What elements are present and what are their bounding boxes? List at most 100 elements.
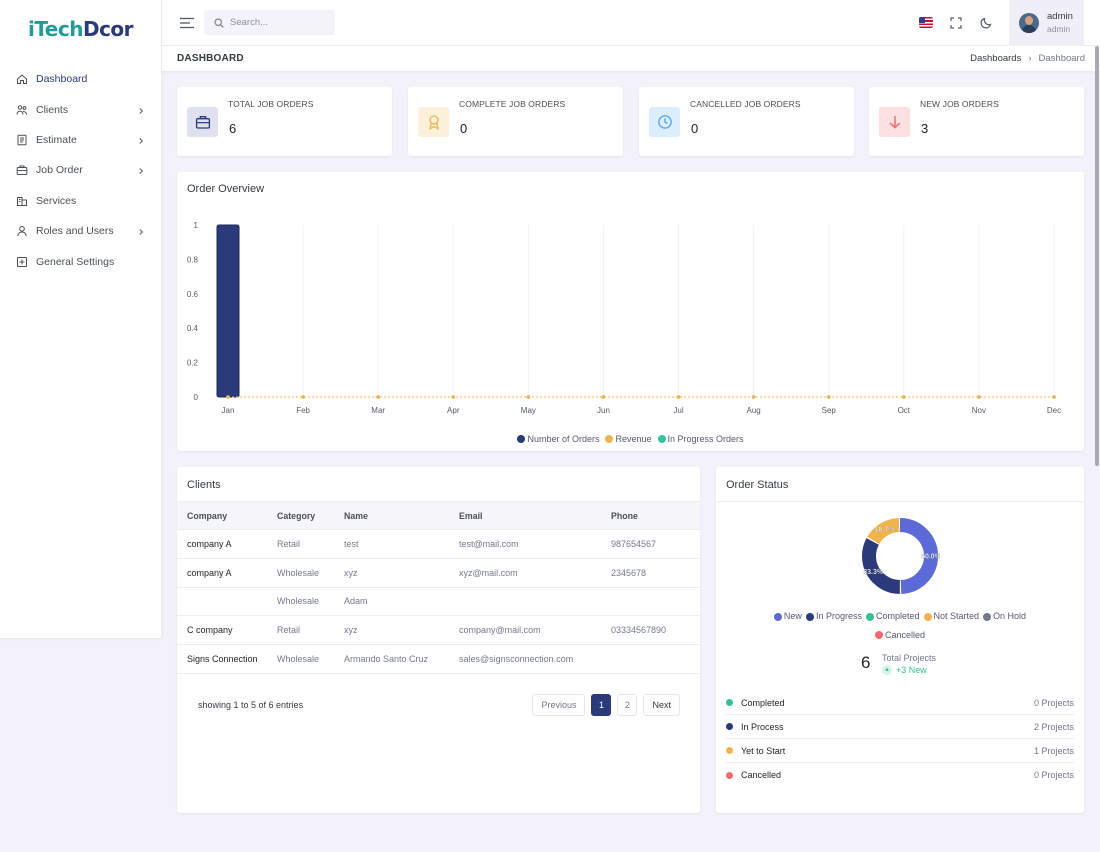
- sidebar-item-job-order[interactable]: Job Order: [0, 155, 161, 185]
- user-role: admin: [1047, 23, 1071, 34]
- table-row[interactable]: company A Retail test test@mail.com 98765456…: [177, 529, 700, 559]
- next-page-button[interactable]: Next: [643, 694, 680, 716]
- stat-label: NEW JOB ORDERS: [920, 99, 999, 109]
- stat-card-cancelled-job-orders: CANCELLED JOB ORDERS 0: [639, 87, 854, 156]
- user-menu[interactable]: admin admin: [1009, 0, 1084, 46]
- status-name: Completed: [741, 697, 785, 708]
- table-row[interactable]: Signs Connection Wholesale Armando Santo C…: [177, 644, 700, 674]
- legend-item-not-started[interactable]: Not Started: [923, 608, 979, 625]
- legend-label: Cancelled: [884, 629, 926, 640]
- stat-card-complete-job-orders: COMPLETE JOB ORDERS 0: [408, 87, 623, 156]
- cell-category: Wholesale: [277, 558, 344, 588]
- donut-label: 16.7%: [875, 527, 896, 534]
- table-row[interactable]: C company Retail xyz company@mail.com 033345…: [177, 615, 700, 646]
- language-button[interactable]: [911, 0, 941, 46]
- legend-marker: [773, 612, 782, 621]
- sidebar-item-label: Clients: [36, 103, 69, 116]
- status-name: In Process: [741, 721, 784, 732]
- sidebar-item-services[interactable]: Services: [0, 186, 161, 216]
- order-overview-chart: 0 0.2 0.4 0.6 0.8 1 Jan Feb Mar Apr May Jun Jul Aug Se…: [187, 221, 1061, 415]
- legend-item-in-progress-orders[interactable]: In Progress Orders: [657, 434, 744, 444]
- cell-company: C company: [177, 615, 277, 646]
- chevron-right-icon: [137, 166, 145, 175]
- cell-email: company@mail.com: [459, 615, 611, 646]
- dark-mode-button[interactable]: [971, 0, 1001, 46]
- column-header-company[interactable]: Company: [177, 501, 277, 530]
- page-scrollbar[interactable]: [1095, 46, 1099, 466]
- sidebar-item-estimate[interactable]: Estimate: [0, 125, 161, 155]
- x-tick-label: Aug: [747, 406, 761, 415]
- breadcrumb-item-dashboards[interactable]: Dashboards: [970, 53, 1022, 64]
- status-name: Cancelled: [741, 770, 782, 780]
- arrow-down-icon: [879, 107, 910, 137]
- clock-icon: [649, 107, 680, 137]
- sidebar-item-label: Job Order: [36, 164, 83, 177]
- legend-item-completed[interactable]: Completed: [865, 608, 920, 625]
- legend-item-number-of-orders[interactable]: Number of Orders: [517, 434, 599, 444]
- order-status-donut: 50.0% 33.3% 16.7%: [862, 518, 940, 594]
- status-row-cancelled: Cancelled 0 Projects: [726, 763, 1074, 787]
- legend-item-new[interactable]: New: [773, 608, 802, 625]
- previous-page-button[interactable]: Previous: [532, 694, 586, 716]
- x-tick-label: Dec: [1047, 406, 1061, 415]
- table-row[interactable]: company A Wholesale xyz xyz@mail.com 2345678: [177, 558, 700, 588]
- page-2-button[interactable]: 2: [617, 694, 638, 716]
- donut-label: 50.0%: [921, 554, 940, 561]
- table-row[interactable]: Wholesale Adam: [177, 587, 700, 617]
- y-tick-label: 0.6: [187, 290, 199, 299]
- sidebar-nav: Dashboard Clients Estimate Job Order Service…: [0, 64, 161, 277]
- point-revenue: [1052, 395, 1056, 399]
- sidebar-item-dashboard[interactable]: Dashboard: [0, 64, 161, 94]
- legend-item-revenue[interactable]: Revenue: [605, 434, 652, 444]
- legend-item-in-progress[interactable]: In Progress: [805, 608, 862, 625]
- bar-jan: [216, 224, 240, 398]
- legend-item-on-hold[interactable]: On Hold: [983, 608, 1026, 625]
- cell-name: xyz: [344, 615, 459, 646]
- avatar: [1019, 12, 1039, 33]
- x-tick-label: Sep: [822, 406, 837, 415]
- total-new-badge: ▲ +3 New: [882, 665, 927, 675]
- sidebar-item-clients[interactable]: Clients: [0, 94, 161, 124]
- page-title-bar: DASHBOARD Dashboards › Dashboard: [162, 46, 1100, 72]
- status-dot: [726, 771, 733, 779]
- cell-company: [177, 587, 277, 617]
- column-header-category[interactable]: Category: [277, 501, 344, 530]
- point-revenue: [301, 395, 305, 399]
- stat-value: 0: [460, 121, 468, 136]
- cell-name: test: [344, 529, 459, 559]
- order-overview-card: Order Overview 0 0.2 0.4 0.6 0.8 1 Jan Feb Mar Ap…: [177, 172, 1084, 451]
- cell-email: [459, 587, 611, 617]
- award-icon: [418, 107, 449, 137]
- status-list: Completed 0 Projects In Process 2 Projects Y…: [726, 691, 1074, 787]
- column-header-phone[interactable]: Phone: [611, 501, 700, 530]
- point-revenue: [826, 395, 831, 399]
- legend-marker: [605, 435, 614, 443]
- cell-phone: 987654567: [611, 529, 700, 559]
- briefcase-icon: [16, 164, 28, 176]
- legend-marker: [923, 612, 932, 621]
- status-name: Yet to Start: [741, 745, 786, 756]
- column-header-name[interactable]: Name: [344, 501, 459, 530]
- fullscreen-button[interactable]: [941, 0, 971, 46]
- logo-text-b: Dcor: [82, 17, 134, 41]
- brand-logo[interactable]: iTech Dcor: [0, 0, 161, 58]
- breadcrumb: Dashboards › Dashboard: [970, 53, 1085, 64]
- sidebar-item-general-settings[interactable]: General Settings: [0, 246, 161, 276]
- donut-slice-in-progress[interactable]: [862, 518, 938, 594]
- donut-slice-new[interactable]: [862, 518, 938, 594]
- cell-category: Wholesale: [277, 644, 344, 674]
- fullscreen-icon: [950, 16, 962, 29]
- search-input[interactable]: [230, 17, 325, 28]
- hamburger-menu-icon[interactable]: [180, 17, 194, 29]
- status-value: 2 Projects: [1033, 721, 1074, 732]
- point-revenue: [526, 395, 531, 399]
- legend-item-cancelled[interactable]: Cancelled: [874, 627, 926, 644]
- sidebar-item-roles-and-users[interactable]: Roles and Users: [0, 216, 161, 246]
- page-1-button[interactable]: 1: [591, 694, 612, 716]
- x-tick-label: Jul: [673, 406, 683, 415]
- point-revenue: [751, 395, 756, 399]
- cell-name: Adam: [344, 587, 459, 617]
- column-header-email[interactable]: Email: [459, 501, 611, 530]
- document-icon: [16, 134, 28, 146]
